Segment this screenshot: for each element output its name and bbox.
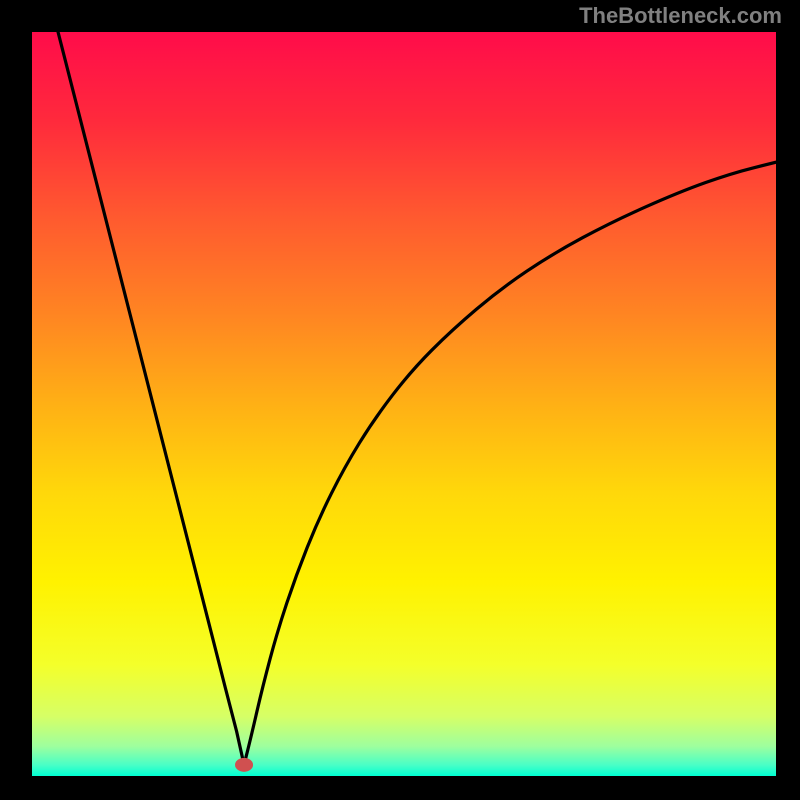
gradient-background: [32, 32, 776, 776]
chart-container: TheBottleneck.com: [0, 0, 800, 800]
plot-area: [32, 32, 776, 776]
plot-svg: [32, 32, 776, 776]
minimum-marker: [235, 758, 253, 772]
watermark-text: TheBottleneck.com: [579, 3, 782, 29]
